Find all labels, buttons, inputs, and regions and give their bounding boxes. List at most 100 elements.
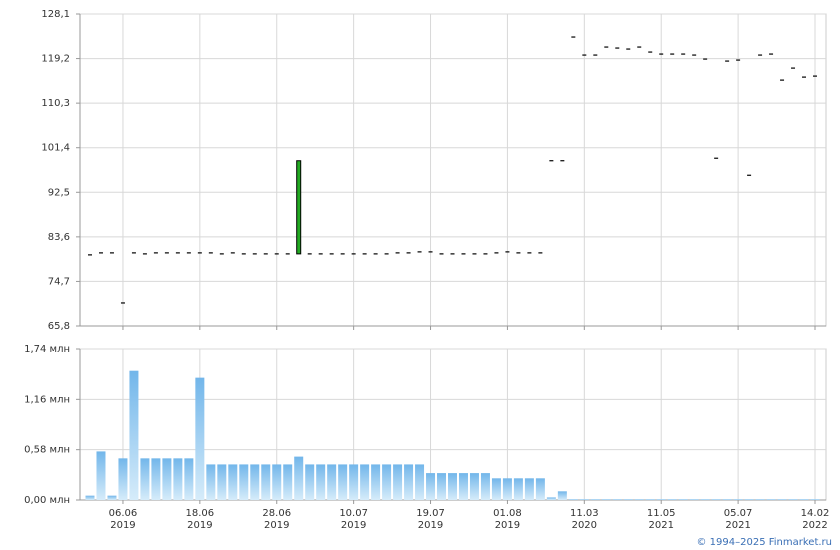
volume-bar: [535, 478, 545, 500]
volume-bar: [382, 464, 392, 500]
volume-bar: [524, 478, 534, 500]
volume-bar: [96, 451, 106, 500]
volume-bar: [272, 464, 282, 500]
volume-bar: [184, 458, 194, 500]
volume-bar: [810, 499, 820, 500]
volume-bar: [568, 499, 578, 500]
x-tick-label: 06.06: [109, 508, 138, 519]
volume-bar: [228, 464, 238, 500]
volume-bar: [700, 499, 710, 500]
x-tick-year: 2019: [495, 520, 520, 531]
volume-bar: [557, 491, 567, 500]
volume-bar: [634, 499, 644, 500]
volume-bar: [206, 464, 216, 500]
x-tick-year: 2019: [418, 520, 443, 531]
volume-bar: [601, 499, 611, 500]
volume-bar: [645, 499, 655, 500]
volume-bar: [415, 464, 425, 500]
volume-bar: [590, 499, 600, 500]
x-tick-label: 14.02: [801, 508, 830, 519]
volume-bar: [689, 499, 699, 500]
volume-bar: [777, 499, 787, 500]
y-tick-label: 74,7: [48, 276, 70, 287]
volume-bar: [173, 458, 183, 500]
volume-bar: [448, 473, 457, 500]
volume-bar: [437, 473, 447, 500]
x-tick-label: 10.07: [339, 508, 368, 519]
volume-bar: [239, 464, 249, 500]
volume-bar: [217, 464, 227, 500]
x-tick-year: 2020: [572, 520, 597, 531]
x-tick-label: 28.06: [262, 508, 291, 519]
volume-bar: [546, 497, 556, 500]
volume-bar: [458, 473, 468, 500]
x-tick-year: 2021: [725, 520, 750, 531]
y-tick-label: 1,74 млн: [24, 344, 70, 355]
y-tick-label: 128,1: [41, 9, 70, 20]
x-tick-label: 18.06: [186, 508, 215, 519]
volume-bar: [107, 495, 117, 500]
volume-bar: [162, 458, 172, 500]
volume-bar: [733, 499, 743, 500]
volume-bar: [140, 458, 150, 500]
x-tick-year: 2022: [802, 520, 827, 531]
volume-bar: [612, 499, 622, 500]
x-tick-year: 2019: [187, 520, 212, 531]
volume-bar: [579, 499, 589, 500]
volume-bar: [305, 464, 315, 500]
volume-bar: [85, 495, 95, 500]
y-tick-label: 1,16 млн: [24, 394, 70, 405]
volume-bar: [480, 473, 490, 500]
volume-bar: [349, 464, 359, 500]
x-tick-label: 11.05: [647, 508, 676, 519]
volume-bar: [261, 464, 271, 500]
volume-bar: [799, 499, 809, 500]
x-tick-label: 19.07: [416, 508, 445, 519]
volume-bar: [151, 458, 161, 500]
y-tick-label: 0,58 млн: [24, 445, 70, 456]
volume-bar: [327, 464, 337, 500]
y-tick-label: 119,2: [41, 54, 70, 65]
volume-bar: [469, 473, 479, 500]
volume-bar: [404, 464, 414, 500]
volume-bar: [667, 499, 677, 500]
volume-bar: [250, 464, 260, 500]
volume-bar: [623, 499, 633, 500]
volume-bar: [711, 499, 721, 500]
volume-bar: [656, 499, 666, 500]
y-tick-label: 92,5: [48, 187, 70, 198]
volume-bar: [393, 464, 403, 500]
y-tick-label: 110,3: [41, 98, 70, 109]
volume-bar: [338, 464, 348, 500]
volume-bar: [678, 499, 688, 500]
volume-bar: [755, 499, 765, 500]
volume-bar: [722, 499, 732, 500]
x-tick-label: 01.08: [493, 508, 522, 519]
x-tick-year: 2021: [648, 520, 673, 531]
volume-bar: [129, 370, 139, 500]
volume-bar: [766, 499, 776, 500]
candle: [296, 160, 302, 255]
volume-bar: [502, 478, 512, 500]
volume-bar: [426, 473, 436, 500]
volume-bar: [294, 456, 304, 500]
y-tick-label: 0,00 млн: [24, 495, 70, 506]
volume-bar: [491, 478, 501, 500]
copyright: © 1994–2025 Finmarket.ru: [696, 537, 832, 548]
volume-bar: [195, 377, 205, 500]
volume-bar: [283, 464, 293, 500]
price-panel: [79, 13, 827, 327]
y-tick-label: 101,4: [41, 143, 70, 154]
x-tick-year: 2019: [264, 520, 289, 531]
x-tick-label: 05.07: [724, 508, 753, 519]
volume-bar: [513, 478, 523, 500]
x-tick-year: 2019: [110, 520, 135, 531]
x-tick-year: 2019: [341, 520, 366, 531]
volume-bar: [744, 499, 754, 500]
y-tick-label: 65,8: [48, 321, 70, 332]
x-tick-label: 11.03: [570, 508, 599, 519]
volume-bar: [118, 458, 128, 500]
volume-bar: [371, 464, 381, 500]
volume-bar: [360, 464, 370, 500]
volume-bar: [788, 499, 798, 500]
